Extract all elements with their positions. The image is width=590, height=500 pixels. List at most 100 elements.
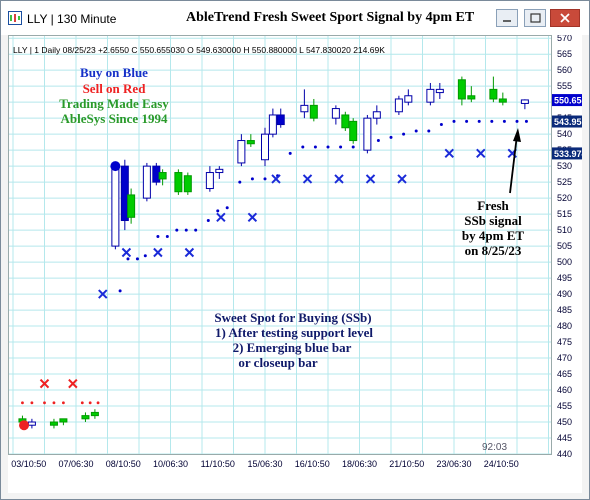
stop-dot <box>165 235 169 239</box>
buy-signal-x <box>476 148 486 159</box>
y-tick-label: 500 <box>557 257 572 267</box>
chart-panel[interactable]: 440 445 450 455 460 465 470 475 480 485 490 495 500 5… <box>8 33 587 493</box>
stop-dot <box>339 145 343 149</box>
price-tag: 533.974 <box>552 147 587 160</box>
buy-signal-x <box>271 174 281 184</box>
x-stroke <box>68 378 78 389</box>
buy-signal-x <box>444 148 454 159</box>
x-stroke <box>98 289 108 299</box>
brand-label: AbleSys Since 1994 <box>61 111 168 126</box>
price-tag-label: 550.655 <box>554 96 582 106</box>
sell-stop-dot <box>52 401 56 405</box>
candle-body <box>426 88 435 103</box>
candle-body <box>372 111 381 119</box>
stop-dot <box>502 119 506 123</box>
x-stroke <box>476 148 486 159</box>
stop-dot <box>313 145 317 149</box>
buy-signal-x <box>365 174 376 184</box>
fresh-line-1: Fresh <box>477 198 509 213</box>
y-tick-label: 490 <box>557 289 572 299</box>
candle-body <box>174 172 183 193</box>
stop-dot <box>452 119 456 123</box>
buy-signal-x <box>121 247 132 258</box>
buy-signal-x <box>184 247 195 258</box>
candle-body <box>261 133 269 161</box>
price-tag: 543.951 <box>552 115 587 128</box>
candle-body <box>59 418 68 423</box>
stop-dot <box>216 209 220 213</box>
sell-stop-dot <box>43 401 46 405</box>
stop-dot <box>143 254 147 258</box>
ssb-line-1: 1) After testing support level <box>215 325 373 340</box>
y-tick-label: 555 <box>557 81 572 91</box>
ssb-line-2: 2) Emerging blue bar <box>233 340 352 355</box>
ssb-line-3: or closeup bar <box>238 355 317 370</box>
price-tag-box <box>552 115 582 128</box>
close-icon <box>560 13 570 23</box>
stop-dot <box>250 177 254 181</box>
y-tick-label: 510 <box>557 225 572 235</box>
stop-dot <box>477 119 481 123</box>
candle-body <box>489 88 498 100</box>
y-tick-label: 530 <box>557 161 572 171</box>
ohlc-info-line: LLY | 1 Daily 08/25/23 +2.6550 C 550.655… <box>13 45 385 55</box>
stop-dot <box>326 145 330 149</box>
stop-dot <box>225 206 229 210</box>
candle-body <box>111 165 120 247</box>
fresh-signal-arrow <box>509 128 521 194</box>
x-tick-label: 21/10:50 <box>389 459 424 469</box>
minimize-button[interactable] <box>496 9 518 27</box>
close-button[interactable] <box>550 9 580 27</box>
x-tick-label: 10/06:30 <box>153 459 188 469</box>
candle-body <box>81 415 90 420</box>
candle-body <box>435 88 444 94</box>
stop-dot <box>184 228 188 232</box>
tagline-label: Trading Made Easy <box>59 96 169 111</box>
fresh-line-3: by 4pm ET <box>462 228 524 243</box>
stop-dot <box>118 289 122 293</box>
y-tick-label: 570 <box>557 35 572 43</box>
stop-dot <box>301 145 305 149</box>
x-tick-label: 15/06:30 <box>247 459 282 469</box>
candle-body <box>363 117 372 151</box>
buy-signal-x <box>302 174 313 184</box>
minimize-icon <box>503 20 511 22</box>
y-tick-label: 445 <box>557 433 572 443</box>
candle-body <box>246 140 255 145</box>
price-tag-label: 543.951 <box>554 117 582 127</box>
stop-dot <box>490 119 494 123</box>
sell-stop-dot <box>30 401 34 405</box>
candle-body <box>349 120 358 142</box>
candle-body <box>120 165 129 222</box>
maximize-button[interactable] <box>524 9 546 27</box>
stop-dot <box>263 177 267 181</box>
y-tick-label: 440 <box>557 449 572 459</box>
y-tick-label: 465 <box>557 369 572 379</box>
stop-dot <box>135 257 139 261</box>
candle-body <box>341 114 350 129</box>
candle-body <box>331 108 340 119</box>
x-stroke <box>184 247 195 258</box>
price-chart[interactable]: 440 445 450 455 460 465 470 475 480 485 490 495 500 5… <box>8 33 587 493</box>
sell-stop-dot <box>80 401 84 405</box>
x-stroke <box>334 174 344 184</box>
x-stroke <box>247 212 258 223</box>
y-tick-label: 525 <box>557 177 572 187</box>
stop-dot <box>156 235 160 239</box>
maximize-icon <box>530 13 541 23</box>
x-stroke <box>444 148 454 159</box>
stop-dot <box>402 132 406 136</box>
chart-title: AbleTrend Fresh Sweet Sport Signal by 4p… <box>186 10 475 25</box>
candle-body <box>268 114 277 135</box>
x-stroke <box>397 174 407 184</box>
candle-body <box>394 98 403 113</box>
stop-dot <box>427 129 431 133</box>
signal-circle <box>110 161 121 172</box>
stop-dot <box>194 228 198 232</box>
stop-dot <box>351 145 355 149</box>
candle-body <box>127 194 136 218</box>
buy-signal-x <box>247 212 258 223</box>
price-tag-box <box>552 94 582 107</box>
stop-dot <box>389 135 393 139</box>
